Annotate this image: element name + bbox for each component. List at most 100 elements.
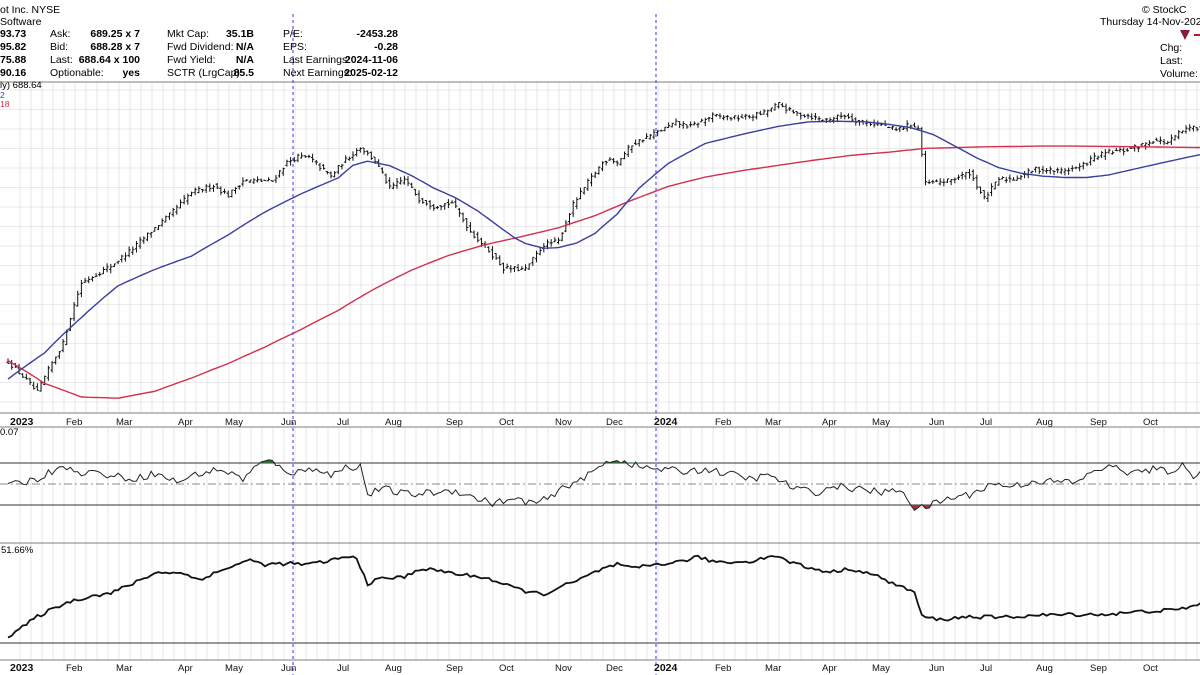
price-bar xyxy=(105,263,109,273)
price-bar xyxy=(156,225,161,231)
price-bar xyxy=(942,178,946,187)
price-bar xyxy=(277,170,282,178)
price-bar xyxy=(424,199,428,206)
price-bar xyxy=(219,186,223,196)
price-bar xyxy=(824,118,829,123)
price-bar xyxy=(1015,175,1019,181)
price-bar xyxy=(1070,165,1074,172)
price-bar xyxy=(806,113,810,119)
x-tick-label: 2024 xyxy=(654,662,678,674)
high-value: 95.82 xyxy=(0,41,27,53)
price-bar xyxy=(435,205,439,210)
price-bar xyxy=(494,253,498,260)
price-bar xyxy=(795,111,799,117)
price-bar xyxy=(527,263,531,270)
price-bar xyxy=(244,179,249,182)
rsi-shading xyxy=(257,459,1187,511)
price-bar xyxy=(465,218,469,232)
price-bar xyxy=(303,155,307,158)
rsi-legend: 0.07 xyxy=(0,427,19,438)
price-bar xyxy=(439,205,443,211)
price-bar xyxy=(1026,168,1030,179)
symbol-title: ot Inc. NYSE xyxy=(0,4,61,16)
price-bar xyxy=(1030,170,1034,174)
bid-label: Bid: xyxy=(50,41,69,53)
price-bar xyxy=(832,116,836,124)
price-bar xyxy=(571,200,575,217)
price-bar xyxy=(296,153,300,163)
price-bar xyxy=(751,114,755,122)
price-bar xyxy=(145,232,150,242)
price-bar xyxy=(600,161,605,172)
price-bar xyxy=(391,182,395,190)
price-bar xyxy=(520,266,524,271)
ma-slow-legend: 18 xyxy=(0,99,10,109)
x-tick-label: Sep xyxy=(446,663,463,674)
price-bar xyxy=(986,191,990,203)
price-bar xyxy=(586,178,590,191)
price-bar xyxy=(28,377,32,385)
price-bar xyxy=(131,246,135,255)
price-bar xyxy=(1169,134,1173,145)
price-bar xyxy=(487,246,491,253)
price-bar xyxy=(857,119,862,126)
price-bar xyxy=(153,227,157,232)
price-bar xyxy=(575,197,579,210)
ask-value: 689.25 x 7 xyxy=(90,28,140,40)
prev-close-value: 90.16 xyxy=(0,67,27,79)
price-bar xyxy=(351,151,355,161)
x-tick-label: Apr xyxy=(822,417,837,428)
last-label: Last: xyxy=(50,54,73,66)
price-bar xyxy=(564,220,568,233)
price-bar xyxy=(582,187,586,195)
price-bar xyxy=(123,252,128,262)
price-bar xyxy=(1184,125,1188,134)
price-bar xyxy=(791,109,795,114)
next-earnings-label: Next Earnings: xyxy=(283,67,352,79)
price-bar xyxy=(934,179,939,182)
price-bar xyxy=(813,112,817,121)
price-bar xyxy=(802,114,806,118)
price-bar xyxy=(890,125,895,130)
price-bar xyxy=(608,157,612,161)
price-bar xyxy=(39,381,43,392)
price-bar xyxy=(967,169,972,179)
x-tick-label: Sep xyxy=(446,417,463,428)
price-bar xyxy=(839,112,843,119)
price-bar xyxy=(322,164,326,170)
price-bar xyxy=(413,188,417,196)
price-bar xyxy=(1118,147,1122,153)
x-tick-label: Sep xyxy=(1090,417,1107,428)
price-bar xyxy=(344,155,348,164)
price-bar xyxy=(630,145,634,153)
x-tick-label: Mar xyxy=(765,417,781,428)
price-bar xyxy=(314,159,318,165)
price-bar xyxy=(318,162,322,172)
x-tick-label: Feb xyxy=(66,663,82,674)
price-bar xyxy=(1004,176,1008,184)
price-bar xyxy=(633,139,638,145)
price-bar xyxy=(417,190,421,204)
price-bar xyxy=(1151,140,1155,144)
price-bar xyxy=(766,109,770,118)
price-bar xyxy=(556,237,561,245)
price-bar xyxy=(945,178,950,183)
price-bar xyxy=(927,179,931,185)
price-bar xyxy=(57,351,61,359)
x-tick-label: May xyxy=(872,663,890,674)
x-tick-label: Feb xyxy=(715,417,731,428)
price-bar xyxy=(648,133,652,140)
price-bar xyxy=(722,115,726,121)
price-bar xyxy=(432,203,436,211)
price-bar xyxy=(1133,144,1137,152)
price-bar xyxy=(773,102,777,111)
price-bar xyxy=(920,127,924,157)
price-bar xyxy=(1041,165,1045,175)
price-bar xyxy=(1011,177,1016,181)
x-tick-label: Oct xyxy=(1143,417,1158,428)
x-tick-label: Jul xyxy=(337,663,349,674)
price-bar xyxy=(208,183,212,192)
price-bar xyxy=(622,151,627,160)
ma-slow-line xyxy=(7,145,1200,399)
x-axis-labels: 2023 2023 Feb Feb Mar Mar Apr Apr May May Jun Jun Ju… xyxy=(10,416,1158,674)
